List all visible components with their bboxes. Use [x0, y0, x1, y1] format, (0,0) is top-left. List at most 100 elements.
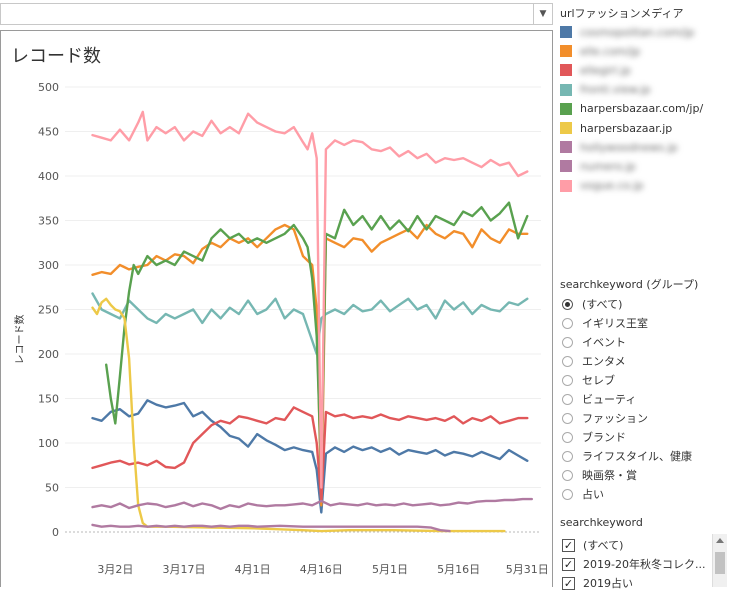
chart-panel: レコード数 0 50 100 150 200 250 300 350 400 450 500 3月2日… — [0, 30, 553, 587]
legend-item[interactable]: ellegirl.jp — [560, 62, 631, 78]
checkbox[interactable]: ✓ — [562, 538, 575, 552]
page-title: レコード数 — [11, 46, 101, 67]
legend-label: harpersbazaar.com/jp/ — [580, 102, 704, 116]
legend-label: elle.com/jp — [580, 44, 641, 58]
top-filter-bar[interactable]: ▼ — [0, 3, 553, 25]
keyword-option[interactable]: ✓ 2019-20年秋冬コレク... — [562, 555, 705, 573]
y-tick-label: 250 — [38, 304, 59, 317]
radio-button[interactable] — [562, 469, 573, 481]
series-line — [91, 497, 533, 511]
x-tick-label: 3月2日 — [97, 563, 133, 576]
legend-item[interactable]: cosmopolitan.com/jp — [560, 24, 695, 40]
group-option[interactable]: セレブ — [562, 371, 615, 389]
legend-swatch — [560, 122, 572, 134]
y-tick-label: 100 — [38, 437, 59, 450]
chevron-down-icon[interactable]: ▼ — [533, 4, 552, 24]
group-option-label: 占い — [582, 488, 604, 501]
legend-label: hollywoodnews.jp — [580, 140, 678, 154]
scroll-up-icon[interactable] — [716, 538, 724, 543]
group-option[interactable]: (すべて) — [562, 295, 622, 313]
series-line — [105, 201, 529, 480]
y-tick-label: 50 — [45, 482, 59, 495]
group-option[interactable]: 占い — [562, 485, 604, 503]
y-tick-label: 200 — [38, 348, 59, 361]
legend-swatch — [560, 179, 572, 192]
group-option[interactable]: ブランド — [562, 428, 626, 446]
filter-sidebar: urlファッションメディア cosmopolitan.com/jp elle.co… — [557, 0, 737, 590]
radio-button[interactable] — [562, 336, 573, 348]
legend-item[interactable]: vogue.co.jp — [560, 178, 644, 194]
radio-button[interactable] — [562, 374, 573, 386]
series-line — [91, 223, 529, 507]
legend-swatch — [560, 160, 572, 173]
group-option-label: 映画祭・賞 — [582, 469, 637, 482]
group-option-label: イベント — [582, 336, 626, 349]
group-option-label: セレブ — [582, 374, 615, 387]
x-tick-label: 4月1日 — [235, 563, 271, 576]
radio-button[interactable] — [562, 355, 573, 367]
group-option[interactable]: エンタメ — [562, 352, 626, 370]
y-tick-label: 150 — [38, 393, 59, 406]
group-option[interactable]: イギリス王室 — [562, 314, 648, 332]
legend-item[interactable]: numero.jp — [560, 158, 636, 174]
legend-item[interactable]: elle.com/jp — [560, 43, 640, 59]
group-option[interactable]: イベント — [562, 333, 626, 351]
group-option-label: エンタメ — [582, 355, 626, 368]
series-line — [91, 292, 529, 356]
series-line — [91, 297, 506, 533]
keyword-option-label: 2019占い — [583, 577, 633, 590]
legend-swatch — [560, 102, 572, 115]
radio-button[interactable] — [562, 450, 573, 462]
legend-label: fronti.view.jp — [580, 83, 651, 97]
legend-label: cosmopolitan.com/jp — [580, 25, 695, 39]
radio-button[interactable] — [562, 431, 573, 443]
keyword-scrollbar[interactable] — [712, 534, 727, 587]
legend-swatch — [560, 64, 572, 77]
group-option[interactable]: ファッション — [562, 409, 648, 427]
legend-title: urlファッションメディア — [560, 7, 684, 20]
radio-button[interactable] — [562, 298, 573, 310]
group-option-label: ライフスタイル、健康 — [582, 450, 692, 463]
legend-item[interactable]: hollywoodnews.jp — [560, 139, 678, 155]
checkbox[interactable]: ✓ — [562, 557, 575, 571]
y-tick-label: 500 — [38, 81, 59, 94]
y-tick-label: 350 — [38, 215, 59, 228]
group-option-label: ブランド — [582, 431, 626, 444]
keyword-option-label: 2019-20年秋冬コレク... — [583, 558, 706, 571]
y-tick-label: 0 — [52, 526, 59, 539]
keyword-filter-title: searchkeyword — [560, 516, 643, 529]
x-tick-label: 3月17日 — [163, 563, 206, 576]
y-tick-label: 300 — [38, 259, 59, 272]
legend-label: vogue.co.jp — [580, 179, 644, 193]
y-axis-label: レコード数 — [13, 315, 26, 365]
keyword-option[interactable]: ✓ 2019占い — [562, 574, 633, 592]
legend-item[interactable]: harpersbazaar.jp — [560, 120, 672, 136]
group-option[interactable]: 映画祭・賞 — [562, 466, 637, 484]
keyword-option-label: (すべて) — [583, 539, 624, 552]
group-filter-title: searchkeyword (グループ) — [560, 278, 699, 291]
legend-item[interactable]: fronti.view.jp — [560, 82, 651, 98]
group-option[interactable]: ライフスタイル、健康 — [562, 447, 692, 465]
legend-swatch — [560, 83, 572, 96]
checkbox[interactable]: ✓ — [562, 576, 575, 590]
radio-button[interactable] — [562, 412, 573, 424]
group-option-label: ビューティ — [582, 393, 637, 406]
legend-swatch — [560, 141, 572, 154]
radio-button[interactable] — [562, 393, 573, 405]
scroll-thumb[interactable] — [715, 552, 725, 574]
legend-label: ellegirl.jp — [580, 63, 631, 77]
x-tick-label: 5月16日 — [437, 563, 480, 576]
radio-button[interactable] — [562, 317, 573, 329]
group-option[interactable]: ビューティ — [562, 390, 636, 408]
legend-swatch — [560, 45, 572, 58]
legend-label: harpersbazaar.jp — [580, 121, 673, 135]
x-tick-label: 5月1日 — [372, 563, 408, 576]
legend-swatch — [560, 26, 572, 38]
radio-button[interactable] — [562, 488, 573, 500]
x-tick-label: 5月31日 — [506, 563, 549, 576]
keyword-option[interactable]: ✓ (すべて) — [562, 536, 623, 554]
line-chart: 0 50 100 150 200 250 300 350 400 450 500 3月2日 3月17日 4… — [13, 81, 549, 576]
group-option-label: (すべて) — [582, 298, 623, 311]
group-option-label: ファッション — [582, 412, 648, 425]
legend-item[interactable]: harpersbazaar.com/jp/ — [560, 101, 703, 117]
